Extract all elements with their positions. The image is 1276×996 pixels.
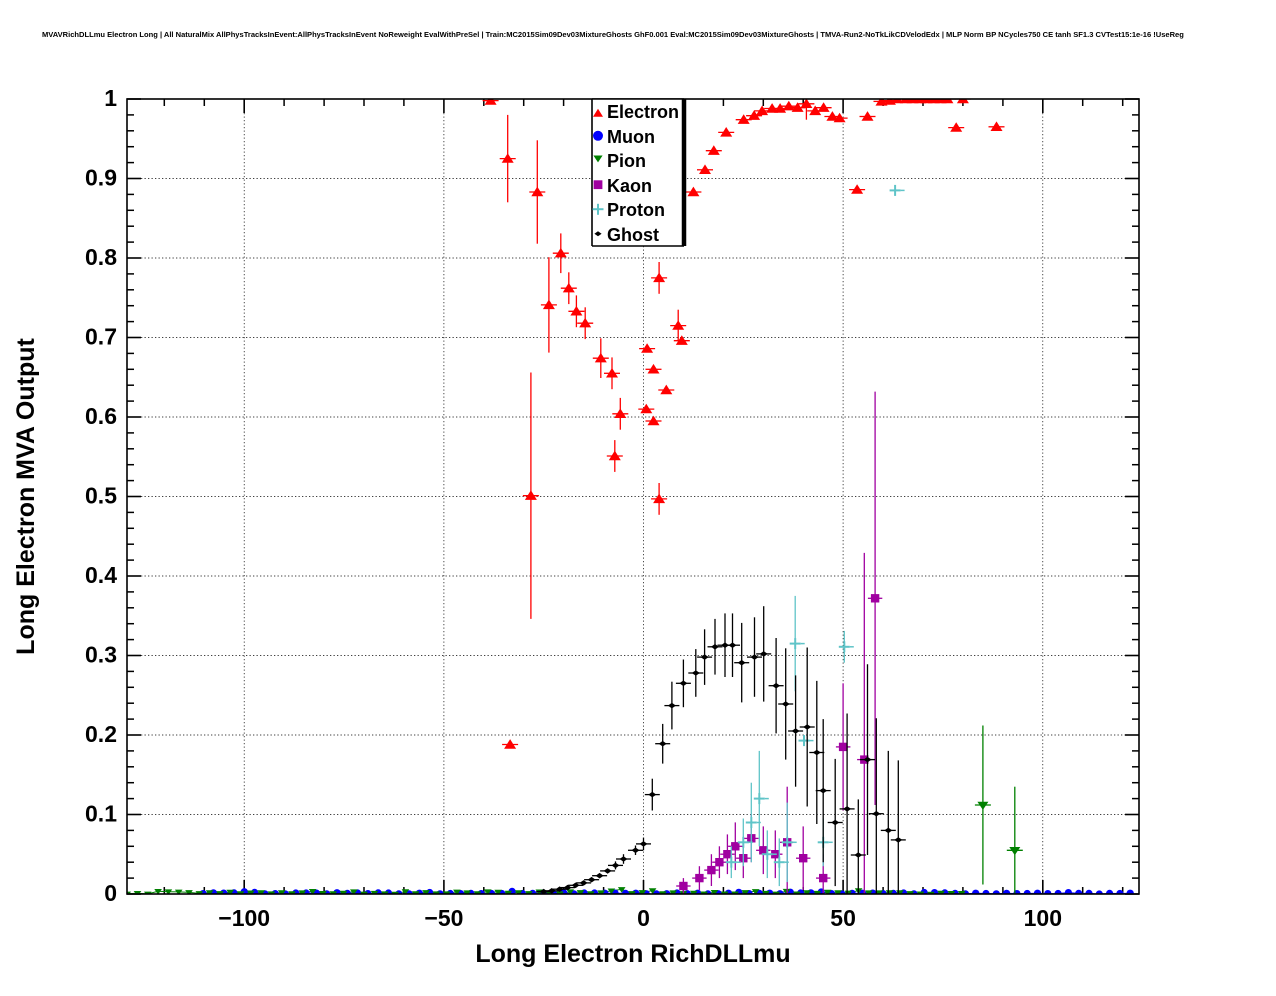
svg-text:Pion: Pion (607, 151, 646, 171)
svg-text:0.6: 0.6 (85, 403, 117, 429)
svg-text:Muon: Muon (607, 127, 655, 147)
svg-text:Long Electron MVA Output: Long Electron MVA Output (12, 338, 40, 655)
svg-text:50: 50 (830, 905, 856, 931)
svg-text:0.8: 0.8 (85, 244, 117, 270)
svg-text:0.3: 0.3 (85, 642, 117, 668)
svg-text:Ghost: Ghost (607, 225, 659, 245)
svg-text:−100: −100 (218, 905, 270, 931)
svg-text:Proton: Proton (607, 200, 665, 220)
svg-text:0.2: 0.2 (85, 721, 117, 747)
svg-text:Long Electron RichDLLmu: Long Electron RichDLLmu (475, 940, 790, 968)
svg-text:0.9: 0.9 (85, 165, 117, 191)
svg-text:Kaon: Kaon (607, 176, 652, 196)
svg-text:−50: −50 (424, 905, 463, 931)
svg-text:Electron: Electron (607, 102, 679, 122)
svg-text:0.5: 0.5 (85, 483, 117, 509)
svg-text:0: 0 (104, 880, 117, 906)
svg-text:0.1: 0.1 (85, 801, 117, 827)
svg-text:100: 100 (1024, 905, 1062, 931)
svg-text:0.7: 0.7 (85, 324, 117, 350)
svg-text:0.4: 0.4 (85, 562, 117, 588)
svg-text:1: 1 (104, 85, 117, 111)
svg-text:0: 0 (637, 905, 650, 931)
svg-text:MVAVRichDLLmu Electron Long |: MVAVRichDLLmu Electron Long | All Natura… (42, 30, 1184, 39)
